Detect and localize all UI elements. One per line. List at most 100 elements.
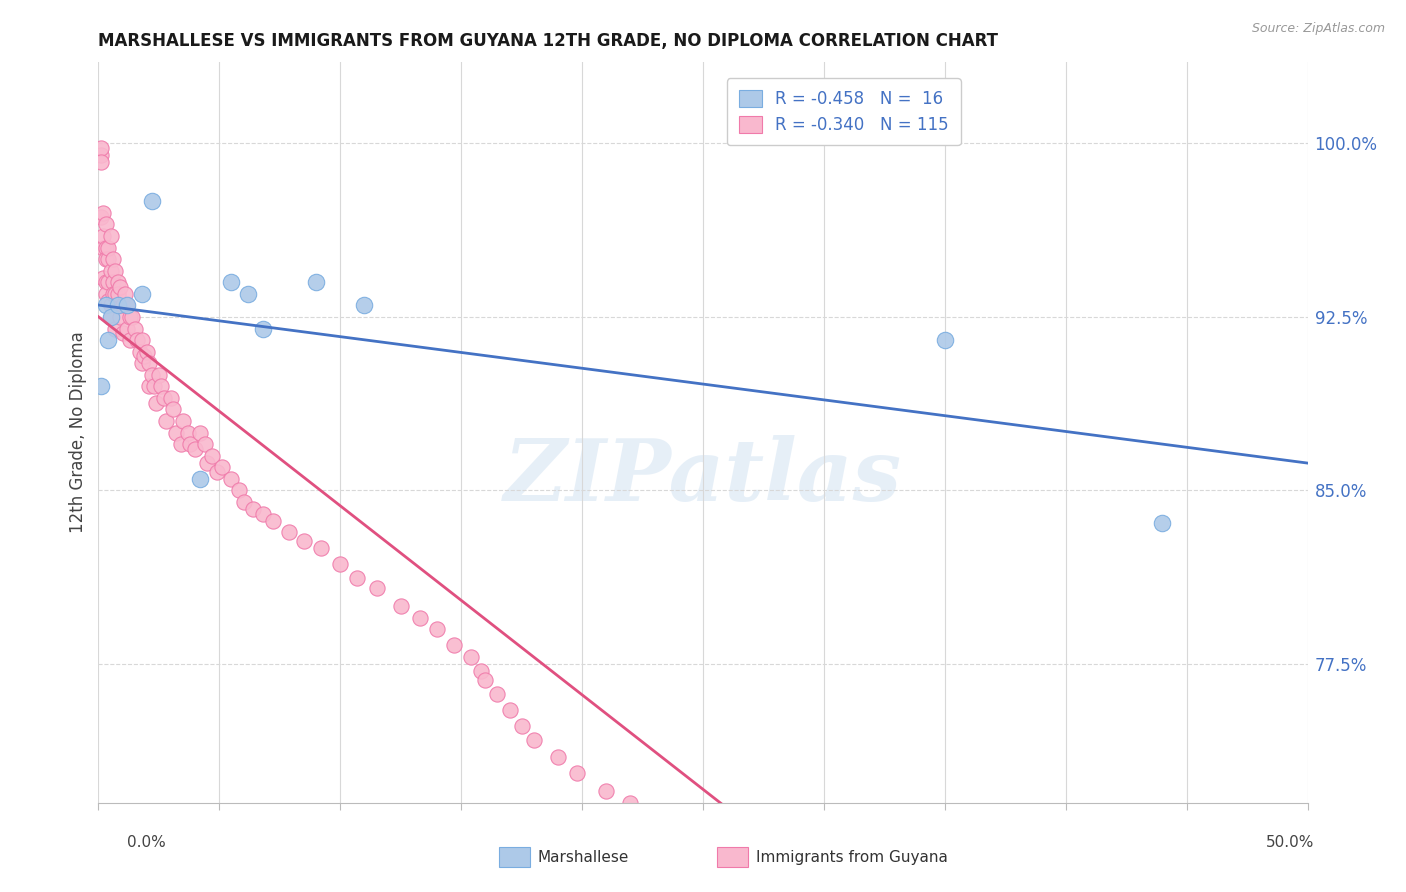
Point bbox=[179, 437, 201, 451]
Point bbox=[94, 298, 117, 312]
Point bbox=[409, 610, 432, 624]
Point bbox=[143, 379, 166, 393]
Point bbox=[195, 456, 218, 470]
Text: 50.0%: 50.0% bbox=[1267, 836, 1315, 850]
Point bbox=[114, 286, 136, 301]
Point bbox=[177, 425, 200, 440]
Point bbox=[107, 298, 129, 312]
Point bbox=[353, 298, 375, 312]
Point bbox=[547, 749, 569, 764]
Point bbox=[91, 229, 114, 244]
Point bbox=[426, 622, 449, 636]
Point bbox=[716, 854, 738, 868]
Point bbox=[90, 141, 112, 155]
Point bbox=[498, 703, 520, 717]
Point bbox=[118, 333, 141, 347]
Point bbox=[90, 211, 112, 225]
Point bbox=[242, 502, 264, 516]
Point bbox=[94, 275, 117, 289]
Point bbox=[201, 449, 224, 463]
Point bbox=[97, 275, 120, 289]
Point bbox=[107, 275, 129, 289]
Point bbox=[188, 425, 211, 440]
Point bbox=[117, 298, 139, 312]
Y-axis label: 12th Grade, No Diploma: 12th Grade, No Diploma bbox=[69, 332, 87, 533]
Point bbox=[789, 888, 811, 892]
Point bbox=[97, 333, 120, 347]
Point bbox=[128, 344, 150, 359]
Point bbox=[104, 321, 127, 335]
Point bbox=[90, 148, 112, 162]
Text: ZIPatlas: ZIPatlas bbox=[503, 435, 903, 519]
Point bbox=[148, 368, 170, 382]
Point bbox=[194, 437, 217, 451]
Point bbox=[135, 344, 157, 359]
Point bbox=[97, 240, 120, 254]
Point bbox=[104, 263, 127, 277]
Point bbox=[486, 687, 509, 701]
Point bbox=[124, 321, 146, 335]
Point bbox=[460, 650, 482, 665]
Point bbox=[205, 465, 228, 479]
Point bbox=[443, 639, 465, 653]
Point bbox=[94, 286, 117, 301]
Point bbox=[107, 286, 129, 301]
Point bbox=[131, 356, 153, 370]
Point bbox=[100, 263, 122, 277]
Point bbox=[155, 414, 177, 428]
Point bbox=[90, 379, 112, 393]
Point bbox=[101, 252, 124, 266]
Point bbox=[252, 507, 274, 521]
Point bbox=[366, 581, 388, 595]
Point bbox=[145, 395, 167, 409]
Point bbox=[655, 819, 678, 833]
Point bbox=[188, 472, 211, 486]
Point bbox=[292, 534, 315, 549]
Text: Marshallese: Marshallese bbox=[537, 850, 628, 864]
Point bbox=[232, 495, 254, 509]
Point bbox=[252, 321, 274, 335]
Point bbox=[162, 402, 184, 417]
Text: Source: ZipAtlas.com: Source: ZipAtlas.com bbox=[1251, 22, 1385, 36]
Point bbox=[141, 194, 163, 209]
Point bbox=[567, 765, 589, 780]
Point bbox=[97, 293, 120, 308]
Point bbox=[228, 483, 250, 498]
Point bbox=[305, 275, 328, 289]
Point bbox=[108, 280, 131, 294]
Point bbox=[165, 425, 187, 440]
Point bbox=[131, 286, 153, 301]
Text: 0.0%: 0.0% bbox=[127, 836, 166, 850]
Legend: R = -0.458   N =  16, R = -0.340   N = 115: R = -0.458 N = 16, R = -0.340 N = 115 bbox=[727, 78, 960, 145]
Point bbox=[138, 356, 160, 370]
Point bbox=[117, 298, 139, 312]
Point bbox=[262, 514, 284, 528]
Point bbox=[160, 391, 183, 405]
Point bbox=[104, 286, 127, 301]
Point bbox=[94, 240, 117, 254]
Point bbox=[595, 784, 617, 798]
Point bbox=[765, 872, 787, 887]
Point bbox=[221, 472, 243, 486]
Point bbox=[118, 310, 141, 324]
Point bbox=[111, 326, 134, 340]
Text: MARSHALLESE VS IMMIGRANTS FROM GUYANA 12TH GRADE, NO DIPLOMA CORRELATION CHART: MARSHALLESE VS IMMIGRANTS FROM GUYANA 12… bbox=[98, 32, 998, 50]
Point bbox=[121, 310, 143, 324]
Point bbox=[1152, 516, 1174, 530]
Point bbox=[101, 286, 124, 301]
Point bbox=[692, 835, 714, 849]
Point bbox=[329, 558, 352, 572]
Point bbox=[101, 275, 124, 289]
Point bbox=[278, 525, 301, 540]
Point bbox=[389, 599, 412, 614]
Point bbox=[211, 460, 233, 475]
Point bbox=[238, 286, 260, 301]
Point bbox=[474, 673, 496, 688]
Text: Immigrants from Guyana: Immigrants from Guyana bbox=[756, 850, 948, 864]
Point bbox=[91, 240, 114, 254]
Point bbox=[100, 229, 122, 244]
Point bbox=[97, 252, 120, 266]
Point bbox=[90, 155, 112, 169]
Point bbox=[131, 333, 153, 347]
Point bbox=[619, 796, 641, 810]
